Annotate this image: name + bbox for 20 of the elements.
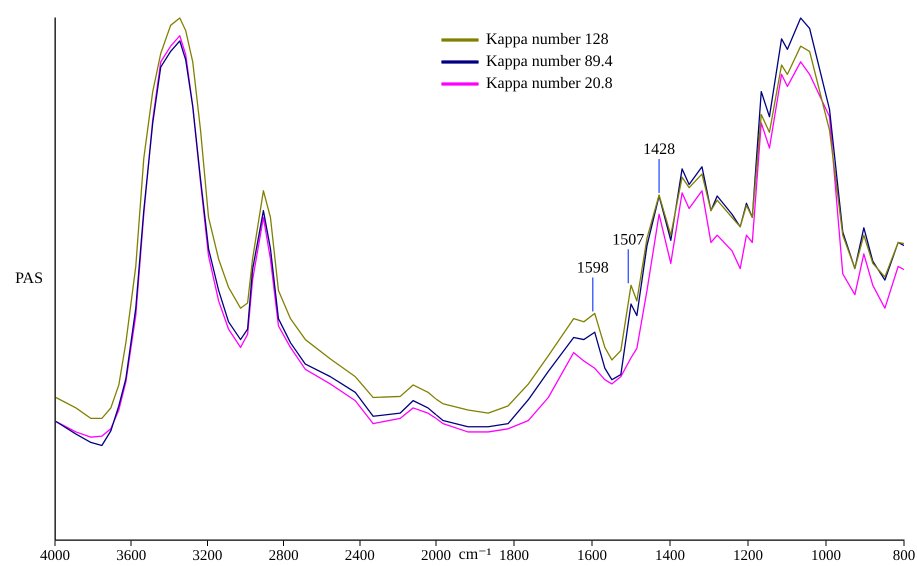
x-axis-title: cm⁻¹ [458, 546, 492, 564]
x-tick-label: 2000 [421, 548, 451, 564]
annotation: 1598 [576, 259, 609, 276]
legend-label: Kappa number 128 [486, 31, 609, 48]
x-tick-label: 3200 [192, 548, 222, 564]
x-tick-label: 1400 [655, 548, 685, 564]
x-tick-label: 1000 [811, 548, 841, 564]
x-tick-label: 800 [892, 548, 916, 564]
x-tick-label: 1200 [733, 548, 763, 564]
x-tick-label: 3600 [116, 548, 146, 564]
x-tick-label: 2400 [344, 548, 375, 564]
y-axis-title: PAS [15, 270, 43, 288]
legend-label: Kappa number 20.8 [486, 75, 613, 92]
x-tick-label: 1800 [499, 548, 529, 564]
legend-label: Kappa number 89.4 [486, 53, 613, 70]
annotation: 1507 [612, 231, 644, 248]
x-tick-label: 1600 [577, 548, 607, 564]
x-tick-label: 4000 [40, 548, 70, 564]
annotation: 1428 [643, 140, 676, 158]
x-tick-label: 2800 [268, 548, 299, 564]
